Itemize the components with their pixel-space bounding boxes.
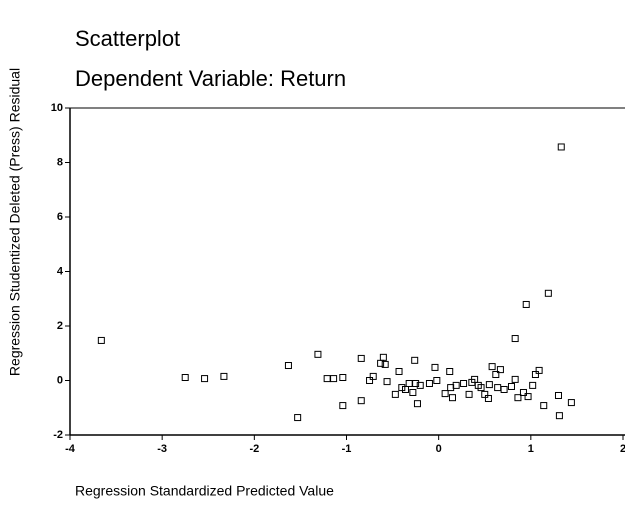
point [524,393,532,401]
point [507,382,515,390]
point [294,414,302,422]
point [452,381,460,389]
point [446,368,454,376]
point [465,390,473,398]
x-tick-label: -2 [249,443,259,455]
point [514,394,522,402]
chart-title: Scatterplot [75,26,180,51]
chart-subtitle: Dependent Variable: Return [75,66,346,91]
point [471,375,479,383]
y-tick-label: 2 [57,320,63,332]
point [413,400,421,408]
point [554,391,562,399]
point [540,402,548,410]
point [97,336,105,344]
point [201,375,209,383]
point [460,379,468,387]
point [339,402,347,410]
point [284,362,292,370]
point [412,379,420,387]
point [425,379,433,387]
x-tick-label: -1 [342,443,352,455]
point [555,412,563,420]
point [401,385,409,393]
point [381,360,389,368]
point [535,366,543,374]
y-tick-label: -2 [53,429,63,441]
point [531,371,539,379]
point [494,384,502,392]
y-tick-label: 0 [57,374,63,386]
x-tick-label: 2 [620,443,625,455]
point [441,390,449,398]
point [357,354,365,362]
point [357,397,365,405]
point [314,350,322,358]
x-tick-label: 1 [528,443,534,455]
point [448,394,456,402]
point [485,381,493,389]
x-tick-label: -4 [65,443,76,455]
y-tick-label: 6 [57,211,63,223]
point [481,390,489,398]
point [416,381,424,389]
point [511,375,519,383]
point [411,356,419,364]
y-tick-label: 8 [57,156,63,168]
point [431,363,439,371]
y-tick-label: 4 [57,265,64,277]
point [496,366,504,374]
y-tick-label: 10 [51,102,63,114]
point [383,378,391,386]
point [366,377,374,384]
point [398,384,406,392]
point [522,300,530,308]
x-axis-label: Regression Standardized Predicted Value [75,483,334,499]
point [405,379,413,387]
point [395,368,403,376]
x-tick-label: -3 [157,443,167,455]
point [544,289,552,297]
point [369,372,377,380]
point [379,353,387,361]
point [511,335,519,343]
y-axis-label: Regression Studentized Deleted (Press) R… [7,68,23,376]
point [409,388,417,396]
point [567,399,575,407]
point [339,374,347,382]
point [391,390,399,398]
point [323,375,331,383]
point [557,143,565,151]
point [519,388,527,396]
point [529,381,537,389]
point [500,385,508,393]
point [488,363,496,371]
point [433,377,441,384]
point [492,371,500,379]
point [181,374,189,382]
point [484,394,492,402]
point [330,375,338,383]
point [477,384,485,392]
point [220,372,228,380]
x-tick-label: 0 [436,443,442,455]
